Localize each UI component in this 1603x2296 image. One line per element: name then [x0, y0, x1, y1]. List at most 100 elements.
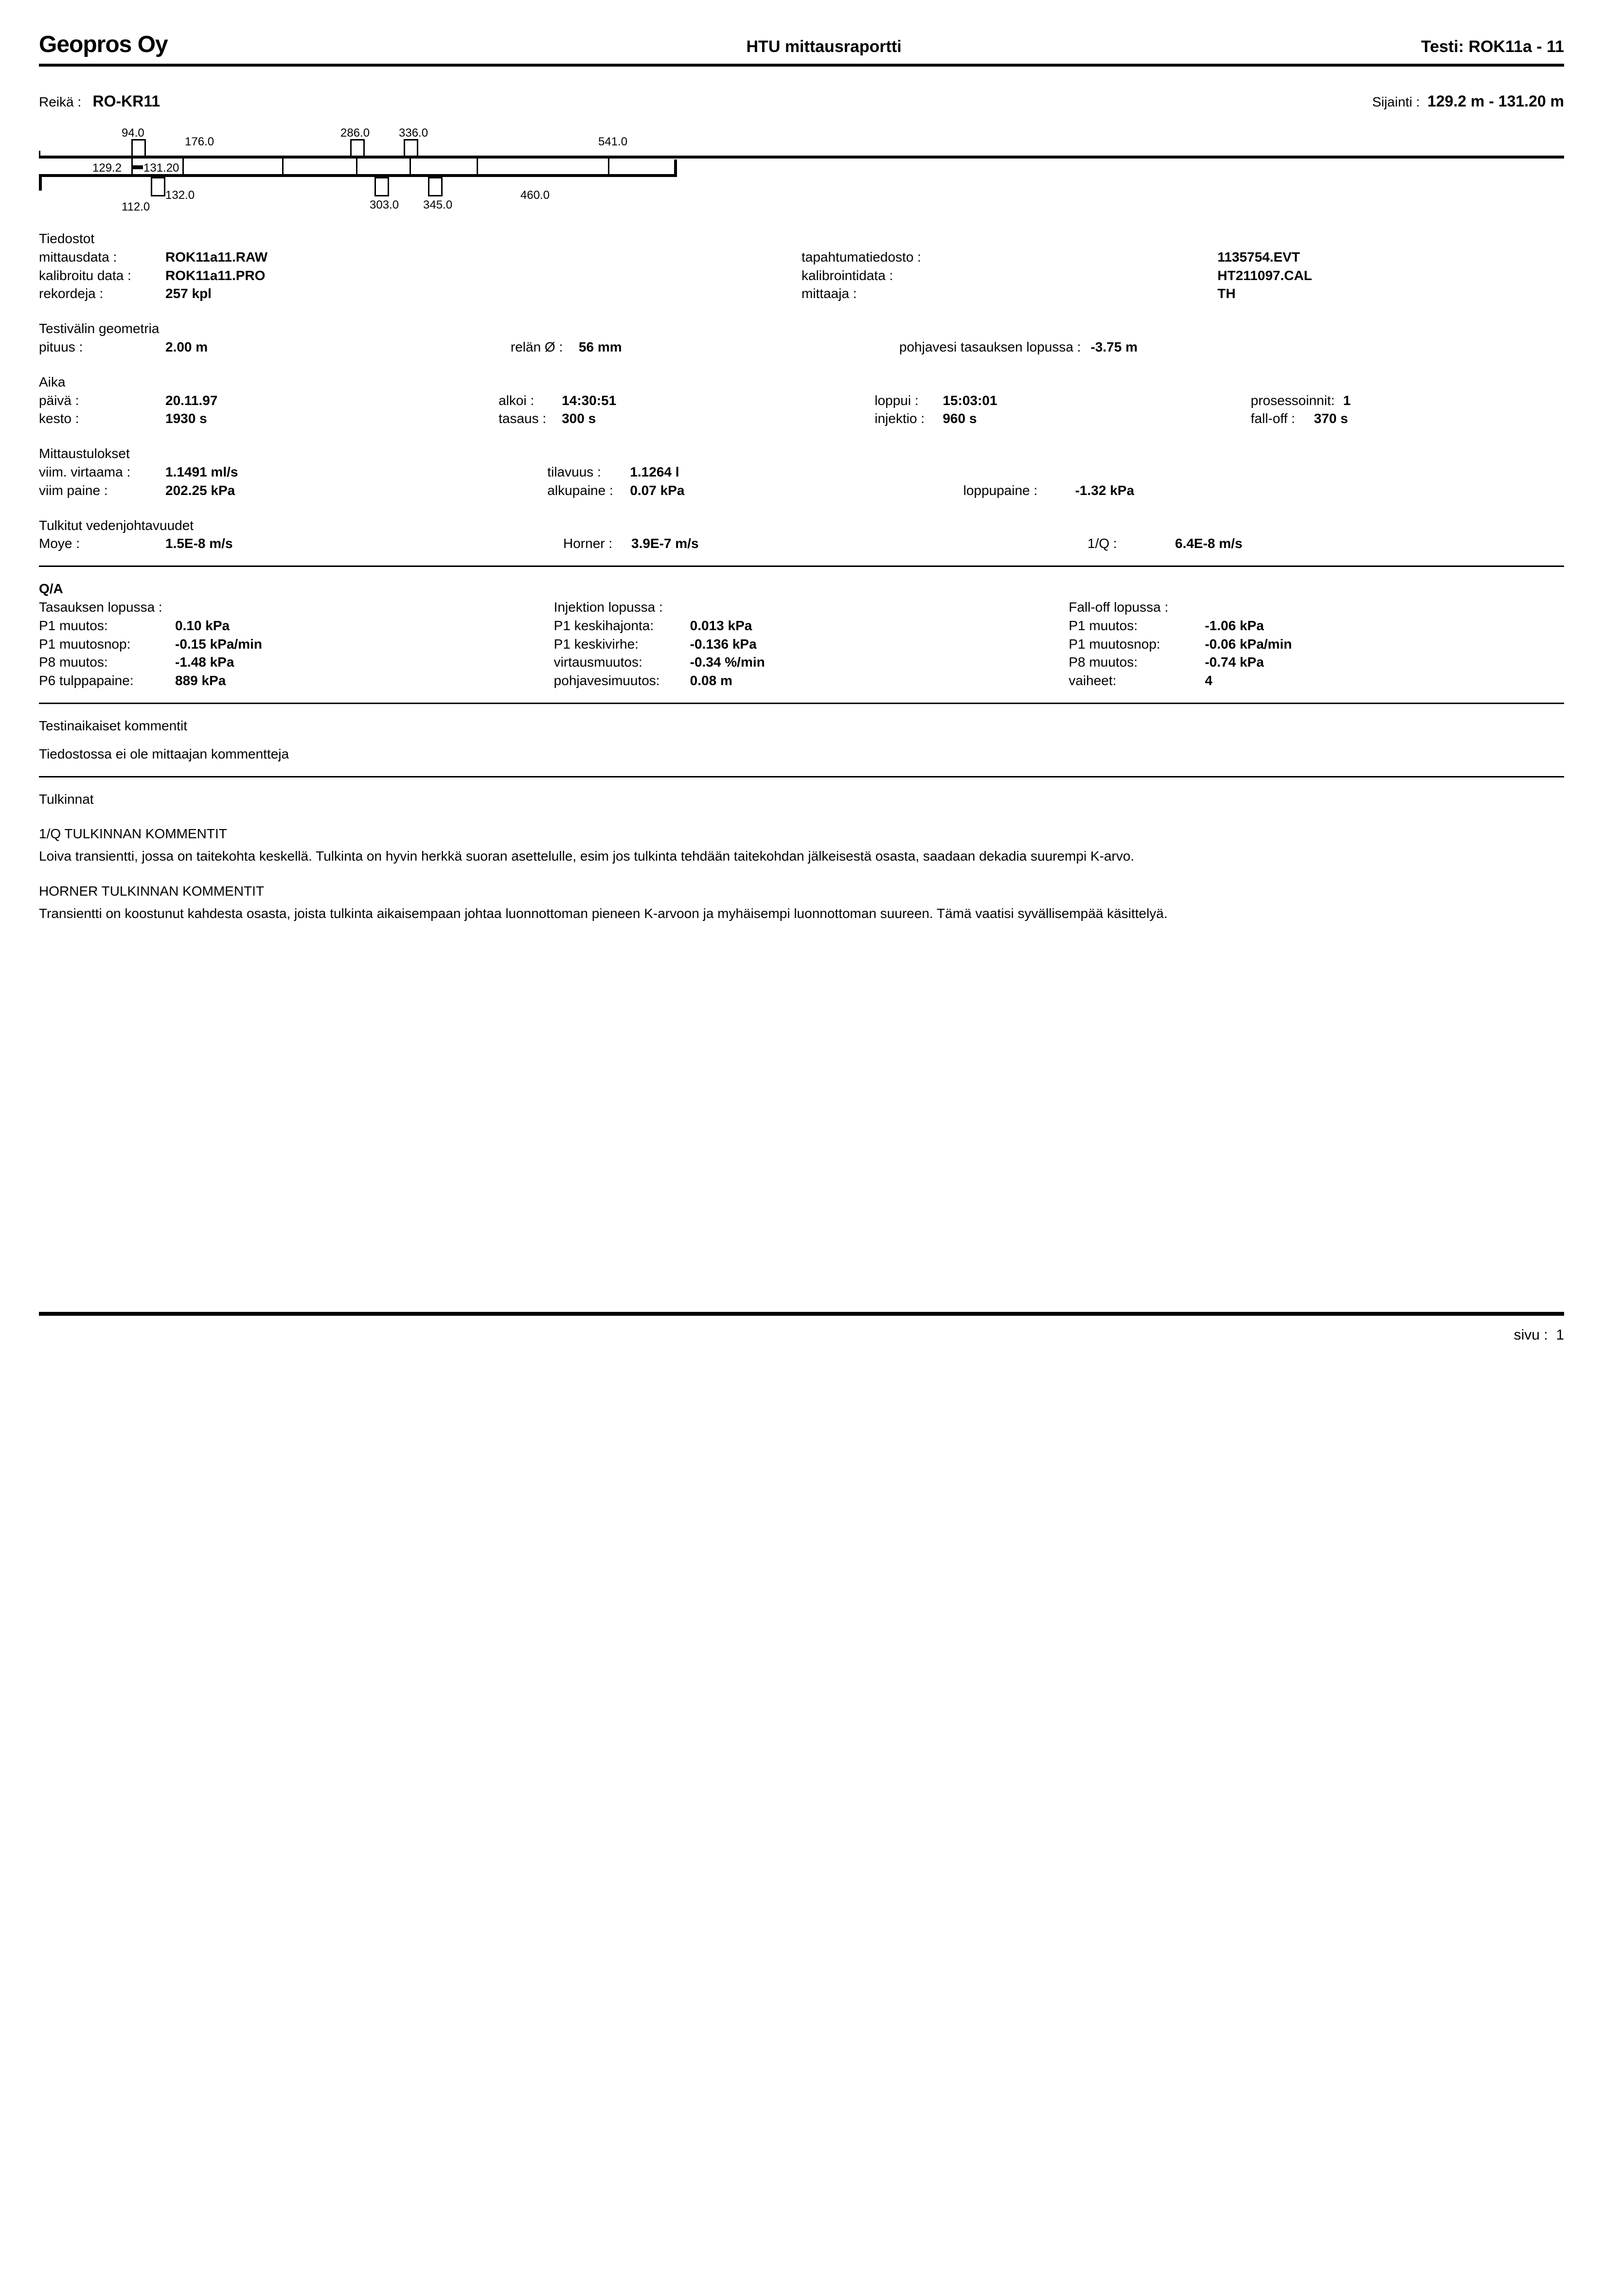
kv-value: 1135754.EVT	[1217, 248, 1300, 266]
kv-label: P1 muutosnop:	[39, 635, 175, 653]
hole-value: RO-KR11	[93, 92, 160, 110]
page-header: Geopros Oy HTU mittausraportti Testi: RO…	[39, 29, 1564, 67]
kv-value: 370 s	[1314, 409, 1348, 428]
kv-label: P8 muutos:	[1069, 653, 1205, 671]
diagram-tick	[356, 159, 357, 174]
files-right: tapahtumatiedosto : kalibrointidata : mi…	[802, 248, 1564, 303]
diagram-tick	[182, 159, 184, 174]
company-name: Geopros Oy	[39, 29, 533, 61]
kv-label: P6 tulppapaine:	[39, 671, 175, 690]
kv-label: rekordeja :	[39, 284, 165, 303]
divider	[39, 776, 1564, 777]
kv-label: 1/Q :	[1087, 534, 1175, 553]
kv-label: P8 muutos:	[39, 653, 175, 671]
results-grid: viim. virtaama :1.1491 ml/s viim paine :…	[39, 463, 1564, 500]
results-head: Mittaustulokset	[39, 444, 1564, 463]
test-id: Testi: ROK11a - 11	[1116, 36, 1564, 58]
kv-label: vaiheet:	[1069, 671, 1205, 690]
geom-head: Testivälin geometria	[39, 319, 1564, 338]
diagram-tick	[674, 159, 677, 177]
comments-body: Tiedostossa ei ole mittaajan kommentteja	[39, 745, 1564, 763]
diagram-bar	[39, 156, 1564, 159]
kv-label: tasaus :	[499, 409, 562, 428]
test-label: Testi:	[1421, 37, 1464, 56]
diagram-num: 345.0	[423, 197, 452, 213]
kv-value: 56 mm	[579, 338, 622, 356]
kv-value: -3.75 m	[1090, 338, 1138, 356]
diagram-tick	[39, 174, 42, 191]
kv-value: 960 s	[943, 409, 977, 428]
diagram-num: 541.0	[598, 134, 627, 150]
location-label: Sijainti :	[1372, 94, 1420, 109]
interp-body-1: Loiva transientti, jossa on taitekohta k…	[39, 847, 1564, 865]
page-number: 1	[1556, 1327, 1564, 1343]
kv-value: 2.00 m	[165, 338, 208, 356]
diagram-box	[374, 177, 389, 196]
qa-subhead: Tasauksen lopussa :	[39, 598, 534, 617]
kv-value: -0.136 kPa	[690, 635, 757, 653]
kv-label: P1 muutos:	[1069, 617, 1205, 635]
kv-label: alkoi :	[499, 391, 562, 410]
kv-value: ROK11a11.RAW	[165, 248, 267, 266]
hole: Reikä : RO-KR11	[39, 91, 160, 112]
kv-value: 0.013 kPa	[690, 617, 752, 635]
diagram-tick	[39, 151, 40, 159]
kv-label: tilavuus :	[547, 463, 630, 481]
kv-value: 14:30:51	[562, 391, 616, 410]
kv-label: kesto :	[39, 409, 165, 428]
kv-value: 15:03:01	[943, 391, 997, 410]
time-grid: päivä :20.11.97 kesto :1930 s alkoi :14:…	[39, 391, 1564, 428]
divider	[39, 703, 1564, 704]
kv-label: tapahtumatiedosto :	[802, 248, 947, 266]
kv-label: viim paine :	[39, 481, 165, 500]
kv-label: Horner :	[563, 534, 631, 553]
kv-value: -0.06 kPa/min	[1205, 635, 1292, 653]
kv-value: 300 s	[562, 409, 596, 428]
divider	[39, 565, 1564, 567]
cond-grid: Moye :1.5E-8 m/s Horner :3.9E-7 m/s 1/Q …	[39, 534, 1564, 553]
kv-label: Moye :	[39, 534, 165, 553]
kv-value: 1.5E-8 m/s	[165, 534, 233, 553]
kv-value: -0.15 kPa/min	[175, 635, 262, 653]
kv-label: mittausdata :	[39, 248, 165, 266]
kv-value: TH	[1217, 284, 1235, 303]
qa-head: Q/A	[39, 580, 1564, 598]
interp-head: Tulkinnat	[39, 790, 1564, 809]
kv-value: 20.11.97	[165, 391, 217, 410]
diagram-num: 460.0	[520, 188, 550, 203]
kv-value: 1930 s	[165, 409, 207, 428]
kv-label: prosessoinnit:	[1251, 391, 1343, 410]
depth-diagram: 94.0 176.0 286.0 336.0 541.0 129.2 131.2…	[39, 125, 1564, 213]
kv-label: fall-off :	[1251, 409, 1314, 428]
diagram-tick	[282, 159, 284, 174]
kv-value: ROK11a11.PRO	[165, 266, 265, 285]
kv-label: P1 keskihajonta:	[554, 617, 690, 635]
kv-value: 0.07 kPa	[630, 481, 684, 500]
interp-body-2: Transientti on koostunut kahdesta osasta…	[39, 904, 1564, 923]
files-grid: mittausdata :ROK11a11.RAW kalibroitu dat…	[39, 248, 1564, 303]
diagram-tick	[410, 159, 411, 174]
kv-value: 1.1264 l	[630, 463, 679, 481]
kv-label: alkupaine :	[547, 481, 630, 500]
kv-label: kalibrointidata :	[802, 266, 947, 285]
kv-value: 0.10 kPa	[175, 617, 230, 635]
kv-value: HT211097.CAL	[1217, 266, 1312, 285]
page-label: sivu :	[1514, 1327, 1548, 1343]
kv-label: P1 keskivirhe:	[554, 635, 690, 653]
kv-value: 1	[1343, 391, 1351, 410]
cond-head: Tulkitut vedenjohtavuudet	[39, 516, 1564, 535]
kv-label: P1 muutosnop:	[1069, 635, 1205, 653]
kv-value: -1.32 kPa	[1075, 481, 1134, 500]
diagram-box	[428, 177, 443, 196]
kv-value: -1.48 kPa	[175, 653, 234, 671]
page-footer: sivu : 1	[39, 1312, 1564, 1345]
kv-value: 6.4E-8 m/s	[1175, 534, 1243, 553]
files-left: mittausdata :ROK11a11.RAW kalibroitu dat…	[39, 248, 802, 303]
qa-grid: Tasauksen lopussa : P1 muutos: 0.10 kPa P…	[39, 598, 1564, 690]
test-value: ROK11a - 11	[1468, 37, 1564, 56]
kv-label: loppupaine :	[963, 481, 1075, 500]
kv-value: 889 kPa	[175, 671, 226, 690]
qa-subhead: Injektion lopussa :	[554, 598, 1050, 617]
qa-subhead: Fall-off lopussa :	[1069, 598, 1564, 617]
diagram-box	[151, 177, 165, 196]
